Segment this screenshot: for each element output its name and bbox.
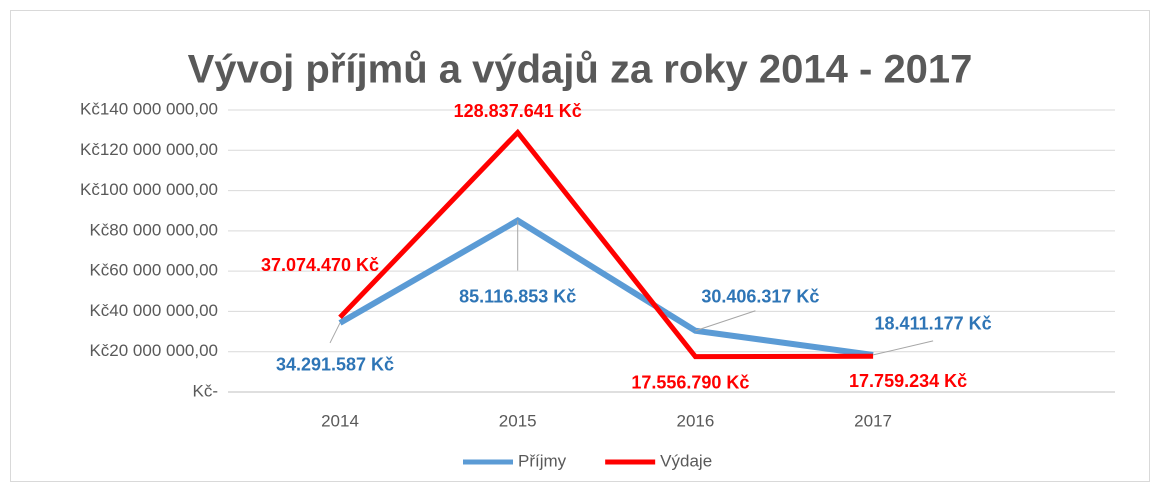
x-tick-label: 2016 (676, 411, 714, 430)
series-line (338, 128, 874, 360)
data-label: 37.074.470 Kč (261, 255, 379, 275)
y-tick-label: Kč140 000 000,00 (80, 99, 218, 118)
y-tick-label: Kč120 000 000,00 (80, 140, 218, 159)
x-tick-label: 2017 (854, 411, 892, 430)
chart-border (10, 10, 1150, 482)
leader-line (695, 310, 756, 332)
x-tick-label: 2014 (321, 411, 359, 430)
data-label: 128.837.641 Kč (454, 101, 582, 121)
legend-label: Výdaje (660, 451, 712, 470)
y-tick-label: Kč20 000 000,00 (89, 341, 218, 360)
data-label: 17.556.790 Kč (631, 372, 749, 392)
leader-line (329, 322, 341, 344)
series-line (338, 217, 874, 358)
chart-title: Vývoj příjmů a výdajů za roky 2014 - 201… (188, 48, 973, 92)
data-label: 18.411.177 Kč (875, 314, 992, 334)
legend-label: Příjmy (518, 451, 567, 470)
y-tick-label: Kč100 000 000,00 (80, 180, 218, 199)
data-label: 17.759.234 Kč (849, 371, 967, 391)
data-label: 30.406.317 Kč (701, 287, 819, 307)
x-tick-label: 2015 (499, 411, 537, 430)
data-label: 85.116.853 Kč (459, 286, 576, 306)
y-tick-label: Kč- (193, 381, 219, 400)
y-tick-label: Kč60 000 000,00 (89, 261, 218, 280)
leader-line (872, 340, 934, 356)
data-label: 34.291.587 Kč (276, 355, 394, 375)
y-tick-label: Kč80 000 000,00 (89, 220, 218, 239)
y-tick-label: Kč40 000 000,00 (89, 301, 218, 320)
